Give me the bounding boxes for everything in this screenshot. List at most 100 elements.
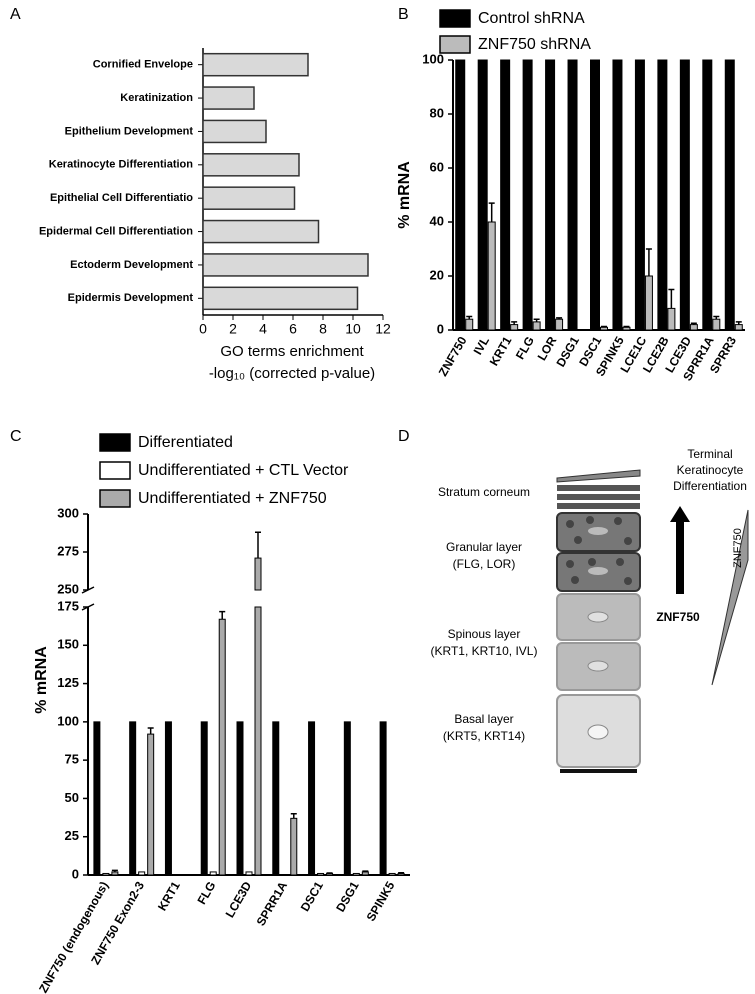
bar xyxy=(724,59,735,331)
bar xyxy=(202,52,309,77)
bar xyxy=(612,59,623,331)
y-tick-label: 40 xyxy=(430,213,444,228)
x-axis-label: -log₁₀ (corrected p-value) xyxy=(209,365,375,382)
bar xyxy=(361,871,369,876)
bar xyxy=(590,59,600,331)
x-tick-label: SPRR1A xyxy=(254,879,291,928)
y-tick-label: 0 xyxy=(72,866,79,881)
error-bar xyxy=(713,315,720,320)
x-tick-label: 4 xyxy=(259,321,267,337)
bar xyxy=(388,872,396,876)
bar xyxy=(510,324,519,331)
y-tick-label: 0 xyxy=(437,321,444,336)
bar xyxy=(379,721,387,876)
y-tick-label: 75 xyxy=(65,752,79,767)
bar xyxy=(218,618,226,876)
corneum-layer xyxy=(557,503,640,509)
panel-label: B xyxy=(398,6,409,23)
x-tick-label: KRT1 xyxy=(487,334,515,368)
gradient-label: ZNF750 xyxy=(732,528,744,568)
x-tick-label: DSG1 xyxy=(553,334,582,370)
nucleus xyxy=(588,527,608,535)
y-tick-label: 20 xyxy=(430,267,444,282)
bar xyxy=(290,817,298,876)
x-axis-label: GO terms enrichment xyxy=(220,343,364,360)
nucleus xyxy=(587,724,609,740)
legend-label: Undifferentiated + ZNF750 xyxy=(138,490,327,507)
bar xyxy=(147,733,155,876)
y-tick-label: Epidermis Development xyxy=(68,292,194,304)
error-bar xyxy=(255,531,261,559)
bar xyxy=(567,59,578,331)
error-bar xyxy=(735,321,742,325)
error-bar xyxy=(645,248,652,276)
arrow-head xyxy=(670,506,690,522)
bar xyxy=(397,872,405,876)
gradient-triangle xyxy=(711,509,749,686)
bar xyxy=(734,324,743,331)
bar xyxy=(202,253,369,277)
bar xyxy=(202,119,267,144)
y-axis-label: % mRNA xyxy=(33,646,50,714)
x-tick-label: FLG xyxy=(513,334,537,362)
y-tick-label: 100 xyxy=(422,51,444,66)
bar xyxy=(272,721,280,876)
error-bar xyxy=(668,288,675,309)
legend-label: ZNF750 shRNA xyxy=(478,36,591,53)
bar xyxy=(281,874,289,876)
bar xyxy=(202,153,300,177)
bar xyxy=(679,59,690,331)
bar xyxy=(138,871,146,876)
legend-swatch xyxy=(99,433,131,452)
granules xyxy=(566,516,632,585)
y-tick-label: 125 xyxy=(57,675,79,690)
x-tick-label: 2 xyxy=(229,321,237,337)
layer-markers: (KRT1, KRT10, IVL) xyxy=(431,644,538,658)
error-bar xyxy=(362,870,369,872)
bar xyxy=(555,318,564,331)
y-tick-label: 60 xyxy=(430,159,444,174)
bar xyxy=(712,318,721,331)
y-tick-label: 80 xyxy=(430,105,444,120)
bar xyxy=(522,59,533,331)
bar xyxy=(465,318,474,331)
bar xyxy=(173,874,181,876)
corneum-layer xyxy=(557,485,640,491)
layer-name: Granular layer xyxy=(446,540,522,554)
layer-markers: (KRT5, KRT14) xyxy=(443,729,525,743)
y-tick-label: 275 xyxy=(57,543,79,558)
nucleus xyxy=(587,660,609,672)
y-tick-label: Epithelial Cell Differentiatio xyxy=(50,192,193,204)
error-bar xyxy=(111,869,118,872)
bar xyxy=(343,721,351,876)
y-tick-label: Keratinization xyxy=(120,92,193,104)
bar xyxy=(622,326,631,331)
bar xyxy=(254,606,262,876)
bar xyxy=(202,86,255,110)
bar xyxy=(254,557,262,591)
nucleus xyxy=(587,611,609,623)
error-bar xyxy=(219,610,226,620)
x-tick-label: 0 xyxy=(199,321,207,337)
x-tick-label: 10 xyxy=(345,321,361,337)
x-tick-label: FLG xyxy=(194,879,218,907)
arrow-label: ZNF750 xyxy=(656,610,700,624)
error-bar xyxy=(556,317,563,320)
layer-name: Stratum corneum xyxy=(438,485,530,499)
x-tick-label: 12 xyxy=(375,321,391,337)
legend-label: Differentiated xyxy=(138,434,233,451)
y-tick-label: 25 xyxy=(65,828,79,843)
layer-name: Basal layer xyxy=(454,712,513,726)
error-bar xyxy=(511,321,518,325)
bar xyxy=(600,326,608,331)
bar xyxy=(200,721,208,876)
x-tick-label: DSC1 xyxy=(298,879,326,914)
y-tick-label: Epidermal Cell Differentiation xyxy=(39,225,193,237)
x-tick-label: 6 xyxy=(289,321,297,337)
corneum-layer xyxy=(557,494,640,500)
nucleus xyxy=(588,567,608,575)
error-bar xyxy=(533,318,540,322)
bar xyxy=(455,59,466,331)
panel-label: D xyxy=(398,428,410,445)
y-tick-label: 250 xyxy=(57,581,79,596)
